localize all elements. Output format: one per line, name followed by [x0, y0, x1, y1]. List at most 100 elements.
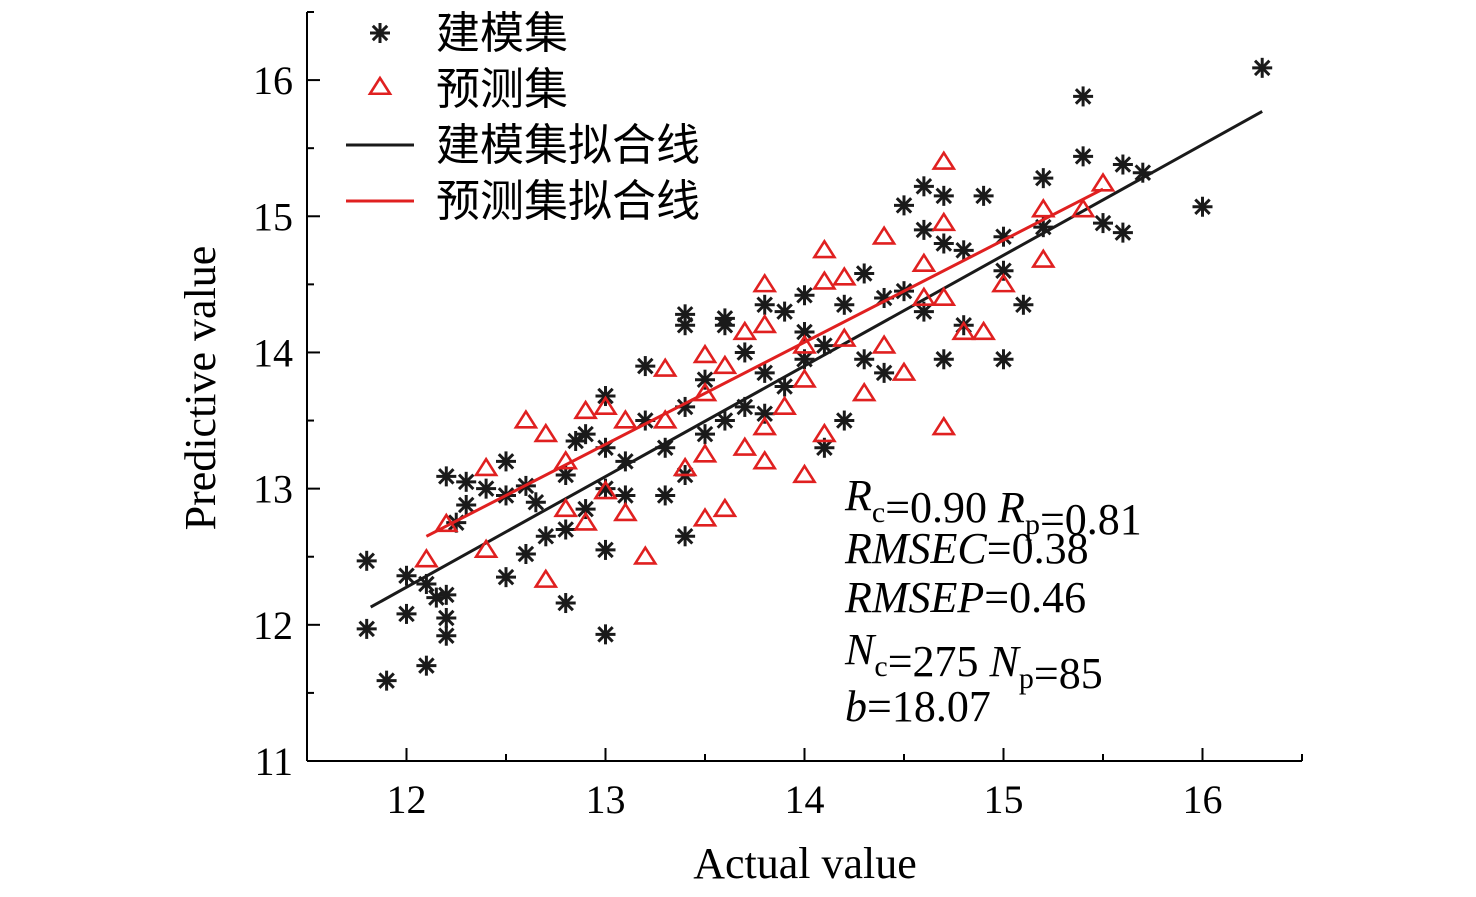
x-tick-label: 13 — [586, 777, 626, 822]
y-tick-label: 11 — [254, 739, 293, 784]
calibration-point — [1073, 86, 1094, 107]
legend-label: 预测集 — [436, 65, 568, 114]
stats-span: R — [997, 483, 1025, 532]
calibration-point — [734, 396, 755, 417]
calibration-point — [1112, 154, 1133, 175]
calibration-point — [1013, 294, 1034, 315]
calibration-point — [476, 478, 497, 499]
prediction-point — [812, 238, 837, 259]
calibration-point — [675, 304, 696, 325]
prediction-point — [812, 270, 837, 290]
calibration-point — [555, 519, 576, 540]
prediction-fit-line — [425, 187, 1104, 538]
prediction-point — [931, 211, 957, 232]
prediction-point — [1030, 198, 1056, 218]
prediction-point — [792, 334, 817, 354]
calibration-point — [1112, 222, 1133, 243]
stats-span: =0.81 — [1040, 495, 1142, 544]
prediction-point — [613, 409, 638, 429]
calibration-point — [714, 308, 735, 329]
calibration-point — [754, 403, 775, 424]
calibration-point — [496, 451, 516, 472]
prediction-point — [672, 456, 698, 477]
calibration-point — [376, 670, 397, 691]
prediction-point — [1090, 172, 1116, 192]
y-tick-label: 16 — [253, 58, 293, 103]
legend-label: 预测集拟合线 — [436, 177, 700, 226]
calibration-point — [456, 494, 477, 515]
calibration-point — [714, 410, 735, 431]
prediction-point — [712, 354, 738, 375]
y-tick-label: 12 — [253, 603, 293, 648]
calibration-point — [794, 349, 815, 370]
prediction-point — [772, 395, 797, 415]
legend-asterisk-marker — [370, 23, 390, 43]
calibration-point — [675, 396, 696, 417]
calibration-point — [933, 233, 954, 254]
prediction-point — [851, 381, 877, 402]
calibration-point — [595, 539, 616, 560]
stats-span: R — [844, 471, 872, 520]
stats-line: Nc=275 Np=85 — [844, 625, 1103, 698]
prediction-point — [752, 415, 778, 436]
prediction-point — [891, 361, 917, 381]
calibration-point — [436, 625, 457, 646]
stats-span: =18.07 — [867, 682, 991, 731]
prediction-point — [652, 409, 678, 429]
stats-span: RMSEC — [844, 524, 987, 573]
calibration-point — [754, 294, 775, 315]
calibration-point — [655, 485, 676, 506]
prediction-point — [971, 320, 996, 341]
calibration-point — [913, 176, 934, 197]
prediction-point — [951, 320, 977, 341]
calibration-point — [456, 471, 477, 492]
prediction-point — [613, 501, 638, 522]
prediction-point — [593, 395, 618, 415]
stats-span: N — [989, 637, 1022, 686]
prediction-point — [1030, 248, 1056, 268]
y-tick-label: 13 — [253, 467, 293, 512]
prediction-point — [692, 381, 718, 402]
prediction-point — [911, 286, 937, 307]
stats-span: p — [1025, 508, 1040, 541]
calibration-point — [913, 219, 934, 240]
calibration-point — [416, 573, 437, 594]
prediction-point — [911, 252, 937, 272]
stats-span: N — [844, 625, 877, 674]
calibration-point — [933, 185, 954, 206]
stats-span: =275 — [888, 637, 990, 686]
prediction-point — [931, 286, 957, 307]
x-tick-label: 15 — [984, 777, 1024, 822]
calibration-point — [555, 465, 576, 486]
calibration-point — [575, 499, 596, 520]
prediction-point — [792, 463, 817, 484]
prediction-point — [533, 568, 559, 588]
legend-prediction-fit: 预测集拟合线 — [346, 177, 700, 226]
calibration-point — [814, 335, 835, 356]
calibration-point — [565, 430, 586, 451]
prediction-point — [573, 511, 598, 531]
prediction-point — [414, 548, 439, 568]
prediction-point — [931, 415, 957, 436]
prediction-point — [652, 357, 678, 377]
stats-span: =0.90 — [885, 483, 998, 532]
prediction-point — [712, 497, 738, 518]
stats-line: b=18.07 — [845, 682, 991, 731]
calibration-point — [356, 618, 377, 639]
calibration-point — [834, 294, 855, 315]
calibration-point — [794, 285, 815, 306]
calibration-point — [695, 369, 715, 390]
x-tick-label: 14 — [785, 777, 825, 822]
calibration-fit-line — [369, 110, 1263, 609]
prediction-point — [831, 327, 857, 347]
prediction-point — [732, 436, 758, 456]
stats-span: p — [1019, 662, 1034, 695]
prediction-point — [692, 343, 718, 364]
prediction-point — [553, 449, 579, 470]
calibration-point — [1192, 196, 1213, 217]
calibration-point — [1033, 168, 1054, 189]
stats-span: b — [845, 682, 867, 731]
prediction-point — [632, 545, 658, 565]
y-tick-label: 15 — [253, 194, 293, 239]
calibration-point — [1093, 213, 1113, 234]
